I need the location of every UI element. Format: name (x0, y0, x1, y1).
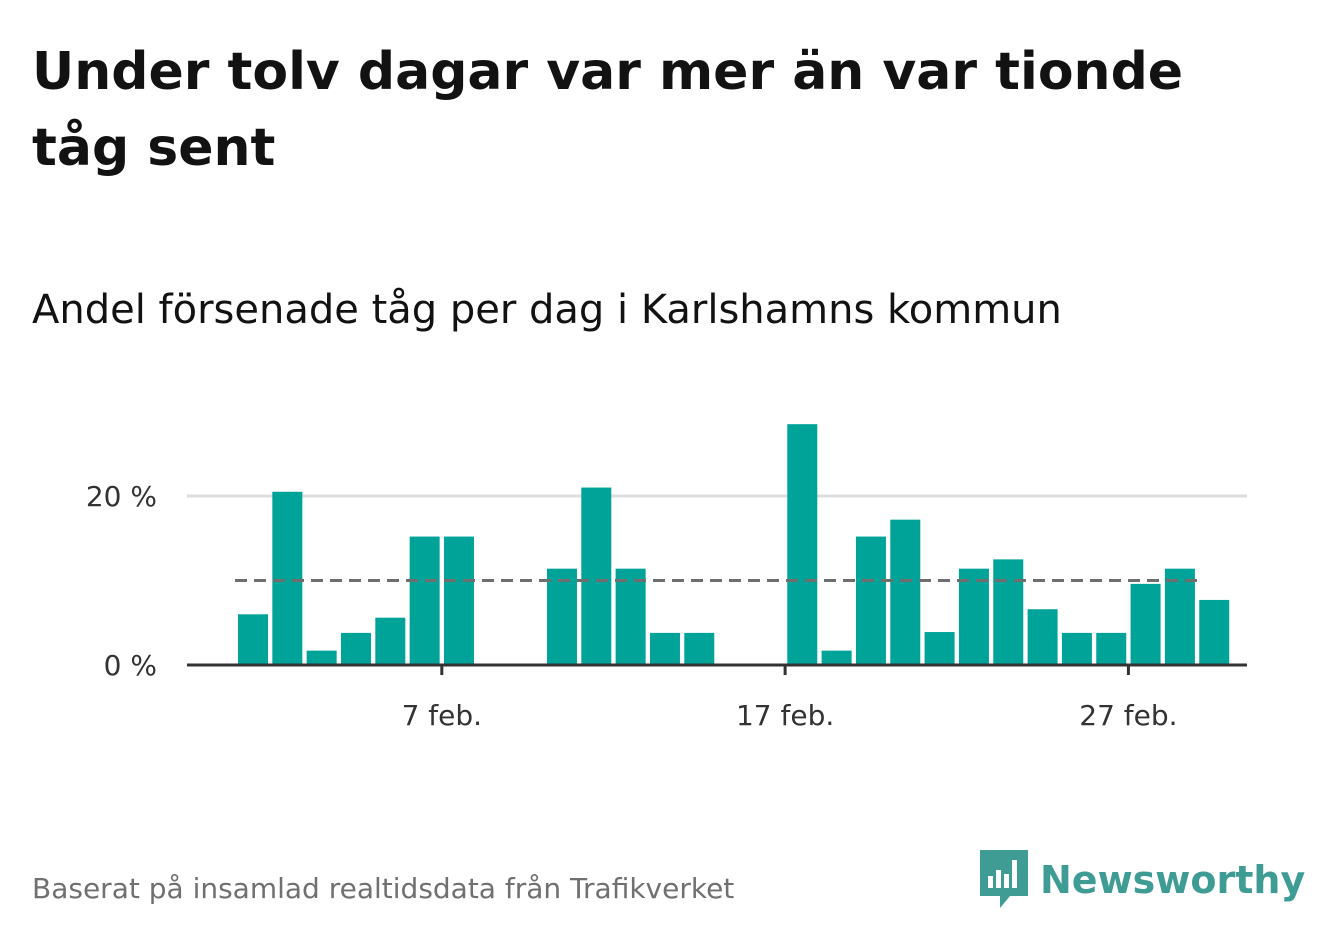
bar (958, 568, 989, 665)
bar (272, 491, 303, 665)
bar (409, 536, 440, 665)
chart-title: Under tolv dagar var mer än var tionde t… (32, 42, 1184, 178)
x-tick-labels: 7 feb. 17 feb. 27 feb. (402, 699, 1178, 732)
x-ticks (440, 665, 1130, 675)
bar (375, 617, 406, 665)
bar (855, 536, 886, 665)
brand-logo: Newsworthy (980, 848, 1305, 912)
bar (615, 568, 646, 665)
bar (890, 519, 921, 665)
source-note: Baserat på insamlad realtidsdata från Tr… (32, 872, 735, 905)
bar (238, 614, 268, 665)
bar (1027, 609, 1058, 665)
bar (684, 632, 715, 665)
bar (443, 536, 474, 665)
y-tick-labels: 0 % 20 % (86, 480, 157, 682)
y-tick-label: 20 % (86, 480, 157, 513)
brand-name: Newsworthy (1040, 858, 1306, 902)
bar (993, 559, 1024, 665)
bar (581, 487, 612, 665)
bar (1130, 583, 1161, 665)
bar-chart: 0 % 20 % 7 feb. 17 feb. 27 feb. (86, 424, 1247, 732)
bar (1061, 632, 1092, 665)
bar (306, 650, 337, 665)
bar (821, 650, 852, 665)
bar (1199, 599, 1230, 665)
y-tick-label: 0 % (104, 649, 157, 682)
bars (238, 424, 1230, 665)
bar (649, 632, 680, 665)
bar (1164, 568, 1195, 665)
bar (787, 424, 818, 665)
x-tick-label: 17 feb. (736, 699, 834, 732)
bar (340, 632, 371, 665)
chart-subtitle: Andel försenade tåg per dag i Karlshamns… (32, 287, 1062, 333)
bar (546, 568, 577, 665)
x-tick-label: 7 feb. (402, 699, 482, 732)
bar (1096, 632, 1127, 665)
bar-chart-speech-bubble-icon (980, 850, 1028, 908)
bar (924, 632, 955, 665)
x-tick-label: 27 feb. (1079, 699, 1177, 732)
